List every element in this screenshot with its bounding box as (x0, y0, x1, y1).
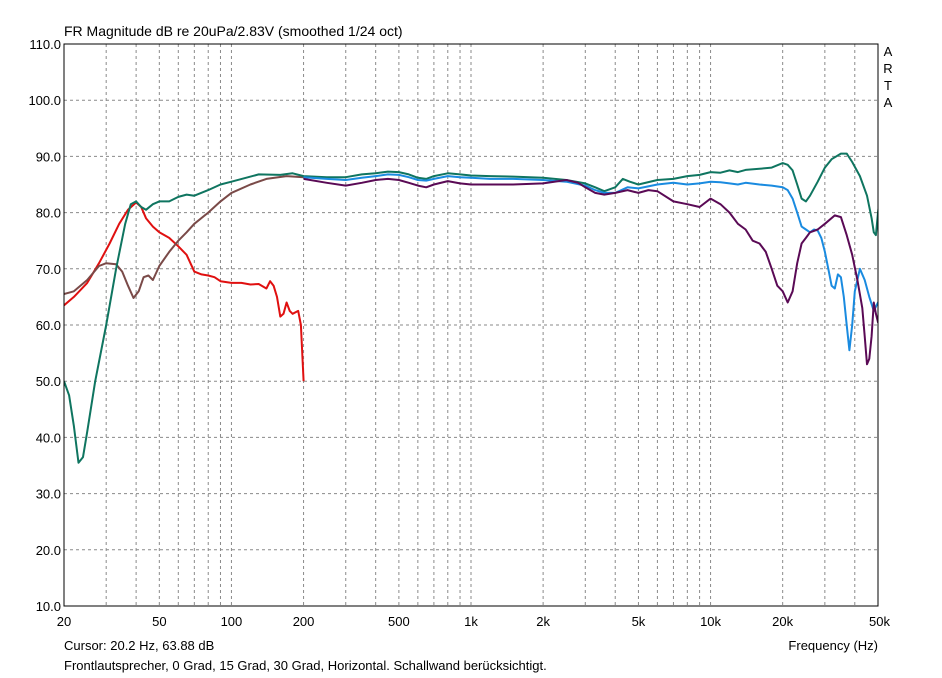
x-tick-label: 1k (464, 614, 478, 629)
x-tick-label: 50 (152, 614, 166, 629)
x-axis-label: Frequency (Hz) (788, 638, 878, 653)
y-tick-label: 110.0 (29, 37, 61, 52)
series-line-4 (303, 173, 878, 352)
x-tick-label: 2k (536, 614, 550, 629)
x-tick-label: 20k (772, 614, 793, 629)
y-tick-label: 50.0 (36, 374, 61, 389)
y-tick-label: 30.0 (36, 487, 61, 502)
y-tick-label: 10.0 (36, 599, 61, 614)
x-tick-label: 100 (221, 614, 243, 629)
brand-letter: T (884, 78, 892, 93)
series-line-2 (64, 175, 304, 299)
y-tick-label: 80.0 (36, 206, 61, 221)
y-tick-label: 40.0 (36, 430, 61, 445)
y-tick-labels: 10.0 20.0 30.0 40.0 50.0 60.0 70.0 80.0 90.0 100.… (28, 37, 61, 614)
plot-frame (63, 43, 879, 607)
series-line-3 (64, 152, 878, 464)
cursor-readout: Cursor: 20.2 Hz, 63.88 dB (64, 638, 214, 653)
y-tick-label: 70.0 (36, 262, 61, 277)
x-tick-labels: 20 50 100 200 500 1k 2k 5k 10k 20k 50k (57, 614, 891, 629)
brand-letter: R (883, 61, 892, 76)
series-group (64, 152, 878, 464)
y-tick-label: 20.0 (36, 543, 61, 558)
x-tick-label: 10k (700, 614, 721, 629)
x-tick-label: 5k (632, 614, 646, 629)
y-tick-label: 60.0 (36, 318, 61, 333)
x-tick-label: 200 (293, 614, 315, 629)
grid (64, 44, 878, 606)
y-tick-label: 90.0 (36, 149, 61, 164)
chart-title: FR Magnitude dB re 20uPa/2.83V (smoothed… (64, 23, 403, 39)
brand-letter: A (884, 95, 893, 110)
y-tick-label: 100.0 (28, 93, 61, 108)
caption: Frontlautsprecher, 0 Grad, 15 Grad, 30 G… (64, 658, 547, 673)
brand-letter: A (884, 44, 893, 59)
series-line-5 (303, 177, 878, 366)
x-tick-label: 500 (388, 614, 410, 629)
x-tick-label: 20 (57, 614, 71, 629)
x-tick-label: 50k (869, 614, 890, 629)
series-line-1 (64, 201, 305, 382)
